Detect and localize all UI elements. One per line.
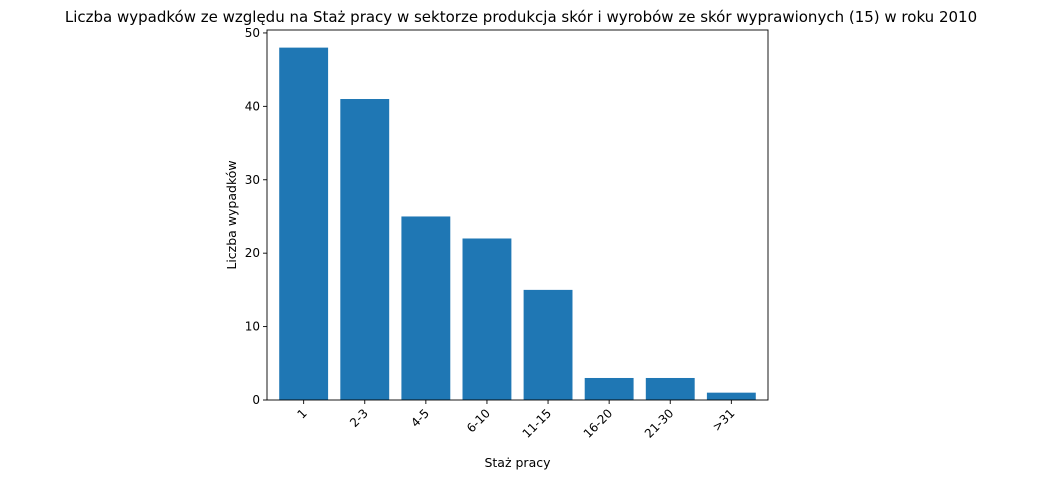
x-tick-label: 2-3 — [347, 406, 371, 430]
x-tick-label: 21-30 — [642, 406, 677, 441]
plot-frame — [266, 29, 769, 401]
x-tick-label: 6-10 — [464, 406, 493, 435]
y-tick-label: 50 — [245, 26, 260, 40]
x-axis-ticks: 1 2-3 4-5 6-10 11-15 16-20 21-30 >31 — [294, 400, 737, 441]
bar-7 — [645, 377, 695, 400]
bar-4 — [462, 238, 512, 400]
bar-5 — [523, 289, 573, 400]
x-tick-label: 4-5 — [408, 406, 432, 430]
x-tick-label: >31 — [710, 406, 738, 434]
y-axis-ticks: 0 10 20 30 40 50 — [245, 26, 267, 407]
y-tick-label: 30 — [245, 173, 260, 187]
y-tick-label: 0 — [252, 393, 260, 407]
chart-title: Liczba wypadków ze względu na Staż pracy… — [65, 8, 977, 26]
bar-2 — [340, 99, 390, 400]
x-tick-label: 1 — [294, 406, 309, 421]
bars-layer — [279, 47, 756, 400]
x-tick-label: 16-20 — [581, 406, 616, 441]
y-axis-label: Liczba wypadków — [224, 160, 239, 269]
y-tick-label: 10 — [245, 320, 260, 334]
x-tick-label: 11-15 — [520, 406, 555, 441]
x-axis-label: Staż pracy — [484, 455, 551, 470]
bar-1 — [279, 47, 329, 400]
bar-3 — [401, 216, 451, 400]
bar-6 — [584, 377, 634, 400]
y-tick-label: 20 — [245, 246, 260, 260]
y-tick-label: 40 — [245, 99, 260, 113]
bar-8 — [706, 392, 756, 400]
